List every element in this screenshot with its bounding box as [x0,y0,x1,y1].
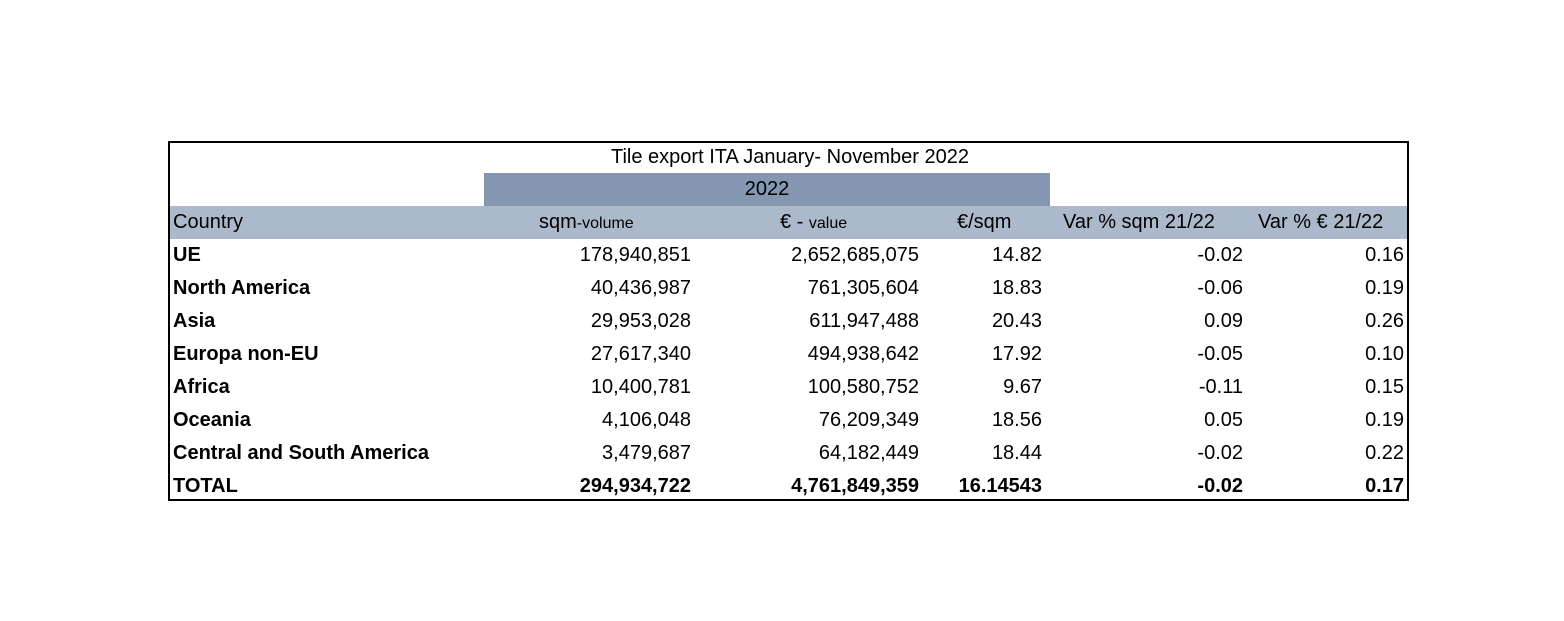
cell: 761,305,604 [807,277,919,299]
column-header: Var % € 21/22 [1258,211,1384,233]
cell: 16.14543 [958,475,1042,497]
cell: 76,209,349 [818,409,919,431]
cell: 0.10 [1365,343,1404,365]
cell: 64,182,449 [818,442,919,464]
row-label: Europa non-EU [173,343,319,365]
cell: 9.67 [1003,376,1042,398]
cell: 100,580,752 [807,376,919,398]
cell: 40,436,987 [590,277,691,299]
header-part: € - [780,211,809,233]
cell: 178,940,851 [579,244,691,266]
cell: 17.92 [991,343,1042,365]
cell: 0.17 [1365,475,1404,497]
table-title: Tile export ITA January- November 2022 [611,146,969,168]
cell: -0.06 [1197,277,1243,299]
cell: 0.05 [1204,409,1243,431]
cell: 0.15 [1365,376,1404,398]
cell: 4,761,849,359 [791,475,919,497]
column-header: Country [173,211,244,233]
column-header: € - value [780,206,847,240]
cell: -0.11 [1198,376,1243,398]
cell: 4,106,048 [602,409,691,431]
row-label: Central and South America [173,442,429,464]
cell: 294,934,722 [579,475,691,497]
table-frame [168,141,1409,501]
cell: 18.44 [991,442,1042,464]
cell: 0.19 [1365,277,1404,299]
cell: 494,938,642 [807,343,919,365]
row-label: North America [173,277,311,299]
row-label: UE [173,244,201,266]
cell: 611,947,488 [809,310,919,332]
cell: -0.05 [1197,343,1243,365]
header-part: sqm [539,211,577,233]
cell: 0.22 [1365,442,1404,464]
cell: 20.43 [991,310,1042,332]
row-label: Oceania [173,409,251,431]
cell: 0.09 [1204,310,1243,332]
cell: -0.02 [1197,475,1243,497]
year-label: 2022 [744,178,790,200]
cell: 18.83 [991,277,1042,299]
cell: 0.26 [1365,310,1404,332]
cell: -0.02 [1197,442,1243,464]
header-part: value [808,215,848,232]
column-header: sqm-volume [539,206,634,240]
cell: 10,400,781 [590,376,691,398]
cell: 29,953,028 [590,310,691,332]
header-part: -volume [576,215,634,232]
header-band [170,206,1407,239]
column-header: €/sqm [957,211,1012,233]
cell: 0.16 [1365,244,1404,266]
cell: -0.02 [1197,244,1243,266]
cell: 18.56 [991,409,1042,431]
row-label: TOTAL [173,475,238,497]
row-label: Africa [173,376,230,398]
cell: 14.82 [991,244,1042,266]
cell: 2,652,685,075 [791,244,919,266]
row-label: Asia [173,310,216,332]
cell: 0.19 [1365,409,1404,431]
cell: 3,479,687 [602,442,691,464]
column-header: Var % sqm 21/22 [1063,211,1215,233]
cell: 27,617,340 [590,343,691,365]
year-band [484,173,1050,206]
